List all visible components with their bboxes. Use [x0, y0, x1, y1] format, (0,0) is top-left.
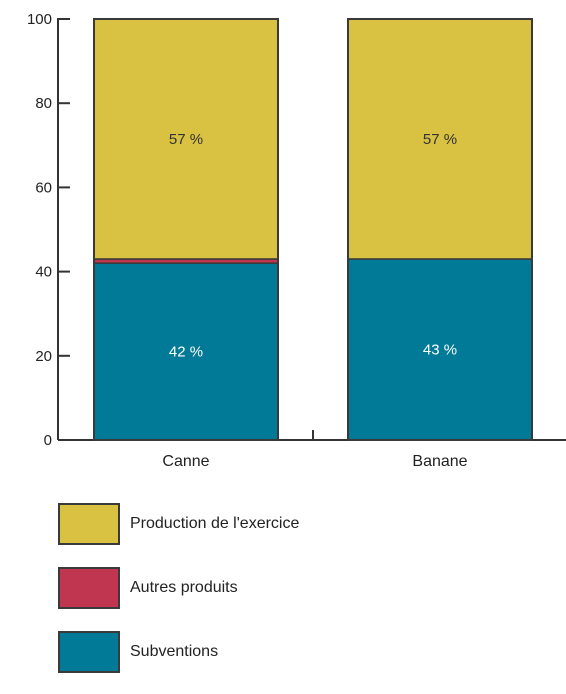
legend-label-subventions: Subventions — [130, 643, 219, 660]
legend-item-production: Production de l'exercice — [58, 502, 299, 546]
legend: Production de l'exercice Autres produits… — [58, 502, 299, 694]
y-tick-label-100: 100 — [27, 11, 52, 28]
legend-item-autres-produits: Autres produits — [58, 566, 299, 610]
legend-swatch-subventions — [58, 631, 120, 673]
bar-canne-series-2 — [93, 18, 279, 260]
legend-label-production: Production de l'exercice — [130, 515, 300, 532]
x-category-label-canne: Canne — [162, 453, 209, 470]
y-tick-label-80: 80 — [35, 95, 52, 112]
y-tick-label-40: 40 — [35, 264, 52, 281]
stacked-bar-chart: 0 20 40 60 80 100 42 % 57 % Canne 43 % 57 % Banane — [27, 11, 566, 470]
data-label-banane-series-0: 43 % — [423, 341, 457, 358]
data-label-canne-series-0: 42 % — [169, 344, 203, 361]
x-category-label-banane: Banane — [412, 453, 467, 470]
bar-outline-banane — [347, 18, 533, 441]
data-label-canne-series-2: 57 % — [169, 131, 203, 148]
y-tick-label-60: 60 — [35, 179, 52, 196]
legend-item-subventions: Subventions — [58, 630, 299, 674]
bar-outline-canne — [93, 18, 279, 441]
legend-label-autres-produits: Autres produits — [130, 579, 238, 596]
legend-swatch-autres-produits — [58, 567, 120, 609]
y-tick-label-0: 0 — [44, 432, 52, 449]
y-tick-label-20: 20 — [35, 348, 52, 365]
legend-swatch-production — [58, 503, 120, 545]
data-label-banane-series-2: 57 % — [423, 131, 457, 148]
